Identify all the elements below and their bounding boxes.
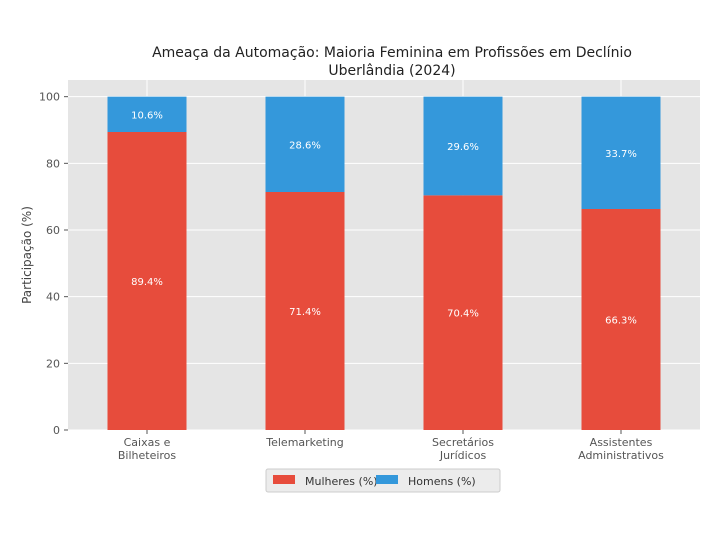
x-tick-label: Jurídicos — [439, 449, 487, 462]
y-tick-label: 80 — [46, 157, 60, 170]
data-label: 29.6% — [447, 142, 479, 153]
data-label: 33.7% — [605, 149, 637, 160]
x-tick-label: Bilheteiros — [118, 449, 177, 462]
x-tick-label: Administrativos — [578, 449, 664, 462]
legend-swatch — [376, 475, 398, 484]
chart-title: Ameaça da Automação: Maioria Feminina em… — [152, 45, 632, 61]
bar-segment — [423, 96, 503, 196]
legend-label: Homens (%) — [408, 475, 476, 488]
bar-segment — [265, 96, 345, 192]
data-label: 70.4% — [447, 309, 479, 320]
bar-segment — [107, 132, 187, 430]
data-label: 10.6% — [131, 110, 163, 121]
chart-subtitle: Uberlândia (2024) — [328, 63, 455, 79]
x-tick-label: Assistentes — [590, 436, 653, 449]
y-tick-label: 20 — [46, 357, 60, 370]
y-tick-label: 40 — [46, 291, 60, 304]
x-tick-label: Telemarketing — [265, 436, 344, 449]
legend-label: Mulheres (%) — [305, 475, 378, 488]
data-label: 66.3% — [605, 316, 637, 327]
x-tick-label: Caixas e — [124, 436, 171, 449]
data-label: 89.4% — [131, 277, 163, 288]
bar-segment — [423, 195, 503, 430]
legend-swatch — [273, 475, 295, 484]
y-tick-label: 60 — [46, 224, 60, 237]
y-axis-label: Participação (%) — [20, 206, 34, 304]
bar-segment — [265, 192, 345, 430]
legend: Mulheres (%) Homens (%) — [265, 468, 501, 493]
bar-segment — [581, 209, 661, 430]
data-label: 71.4% — [289, 307, 321, 318]
y-tick-label: 0 — [53, 424, 60, 437]
bar-segment — [107, 96, 187, 132]
x-tick-label: Secretários — [432, 436, 494, 449]
bar-segment — [581, 96, 661, 209]
data-label: 28.6% — [289, 140, 321, 151]
y-tick-label: 100 — [39, 91, 60, 104]
